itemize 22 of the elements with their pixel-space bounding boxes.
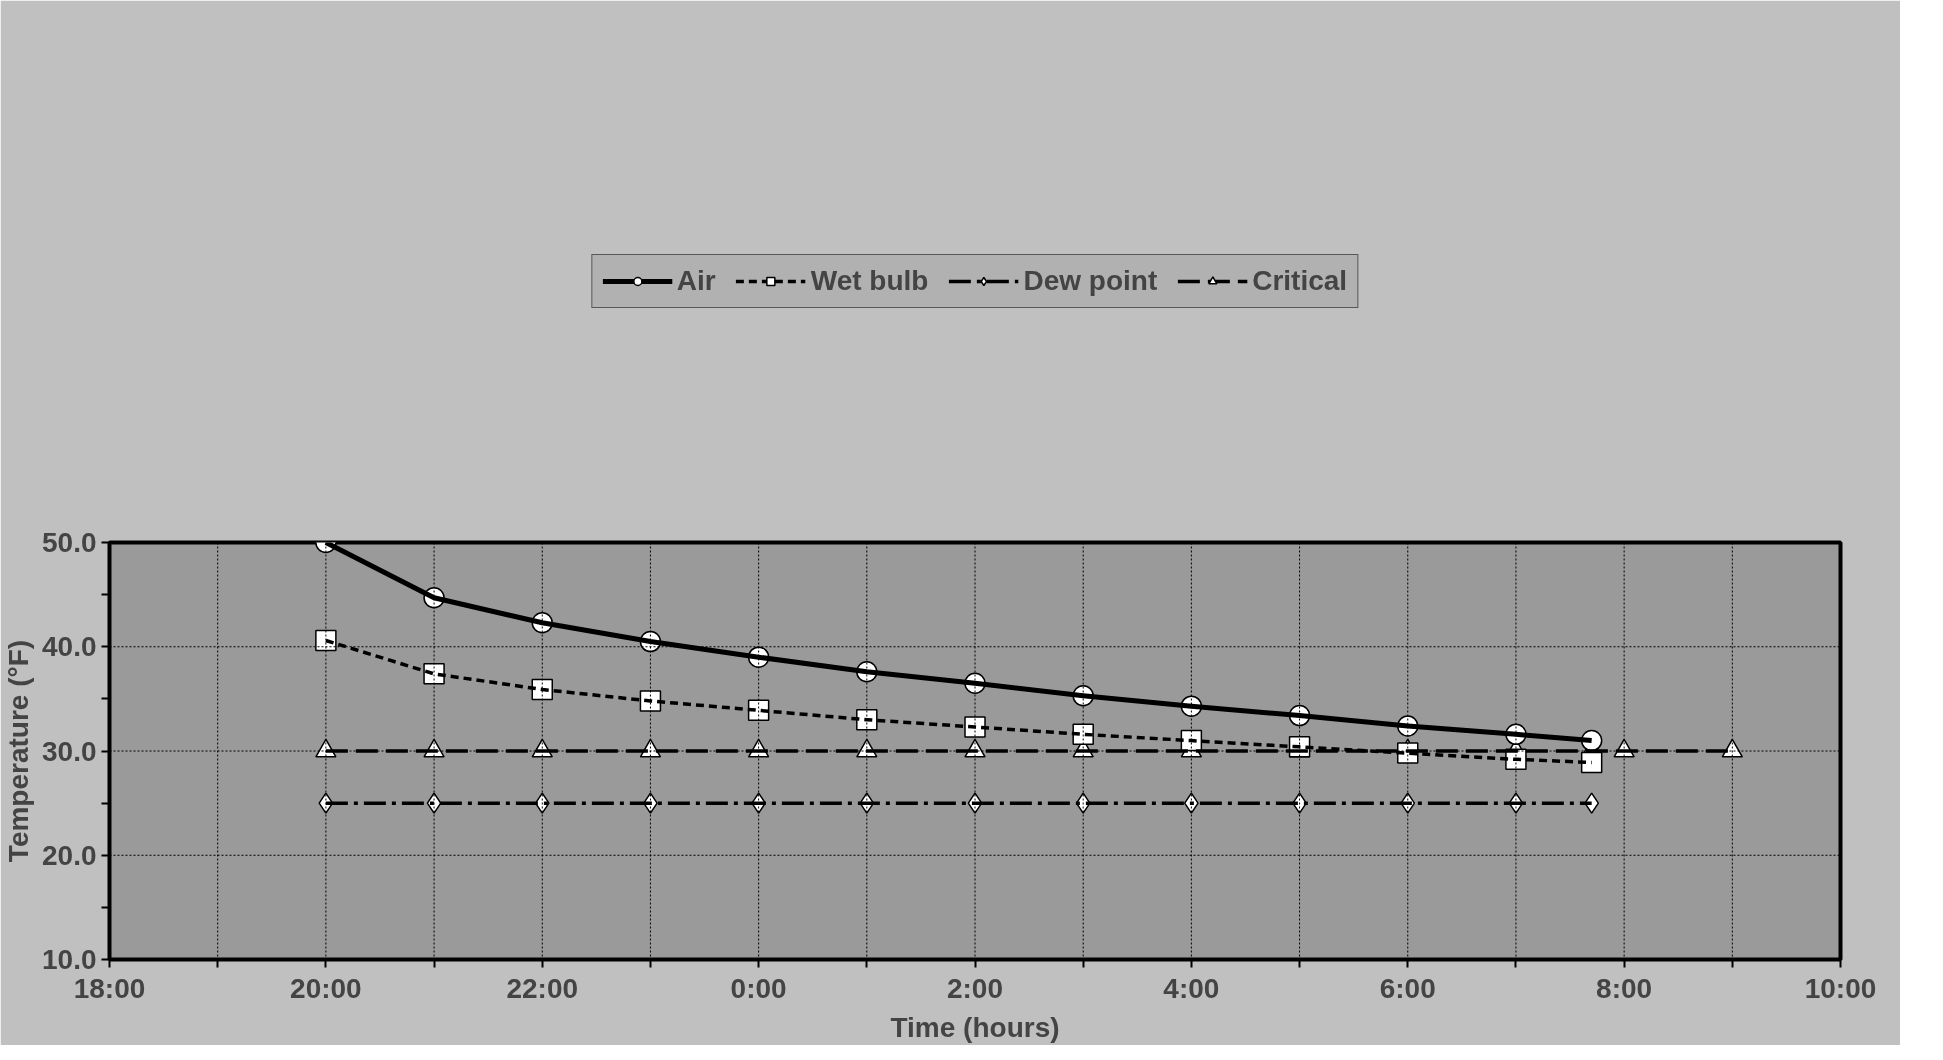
point: [964, 716, 986, 738]
x-tick-label: 18:00: [73, 972, 146, 1004]
x-tick-label: 2:00: [946, 972, 1004, 1004]
y-tick-label: 30.0: [42, 735, 97, 767]
legend-label: Critical: [1252, 265, 1348, 297]
x-tick-label: 6:00: [1379, 972, 1436, 1004]
x-tick-label: 10:00: [1804, 972, 1877, 1004]
x-tick-label: 20:00: [290, 972, 362, 1004]
y-tick-label: 50.0: [42, 527, 97, 558]
legend-label: Air: [676, 265, 716, 297]
y-tick-label: 40.0: [42, 631, 97, 663]
x-tick-label: 8:00: [1596, 972, 1653, 1004]
y-tick-label: 20.0: [42, 839, 97, 871]
x-tick-label: 4:00: [1163, 972, 1220, 1004]
y-tick-label: 10.0: [42, 944, 97, 975]
y-axis-title: Temperature (°F): [3, 639, 34, 863]
legend-label: Dew point: [1023, 265, 1158, 297]
x-tick-label: 0:00: [730, 972, 787, 1004]
x-tick-label: 22:00: [506, 972, 579, 1004]
legend-label: Wet bulb: [810, 265, 929, 297]
x-axis-title: Time (hours): [890, 1011, 1060, 1043]
point: [639, 690, 662, 712]
